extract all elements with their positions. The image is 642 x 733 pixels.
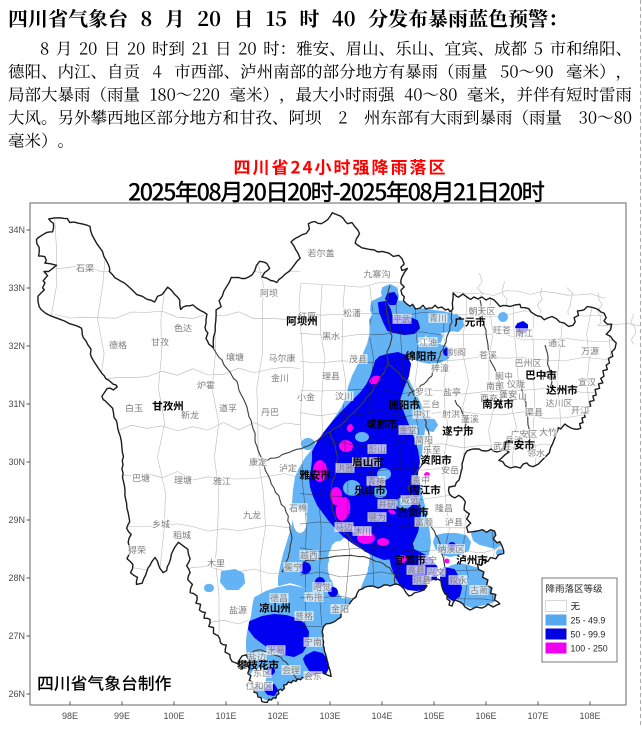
svg-text:100E: 100E (163, 711, 184, 721)
svg-text:102E: 102E (267, 711, 288, 721)
svg-text:107E: 107E (527, 711, 548, 721)
svg-text:32N: 32N (8, 341, 25, 351)
svg-text:103E: 103E (319, 711, 340, 721)
svg-text:34N: 34N (8, 225, 25, 235)
svg-text:99E: 99E (114, 711, 130, 721)
svg-text:29N: 29N (8, 515, 25, 525)
svg-text:50 - 99.9: 50 - 99.9 (571, 630, 606, 640)
svg-text:31N: 31N (8, 399, 25, 409)
svg-text:100 - 250: 100 - 250 (571, 644, 608, 654)
svg-text:26N: 26N (8, 689, 25, 699)
svg-text:106E: 106E (475, 711, 496, 721)
svg-text:25 - 49.9: 25 - 49.9 (571, 616, 606, 626)
svg-text:108E: 108E (579, 711, 600, 721)
svg-text:28N: 28N (8, 573, 25, 583)
svg-text:30N: 30N (8, 457, 25, 467)
svg-text:104E: 104E (371, 711, 392, 721)
svg-text:33N: 33N (8, 283, 25, 293)
svg-text:101E: 101E (215, 711, 236, 721)
svg-text:98E: 98E (62, 711, 78, 721)
svg-text:105E: 105E (423, 711, 444, 721)
svg-text:27N: 27N (8, 631, 25, 641)
